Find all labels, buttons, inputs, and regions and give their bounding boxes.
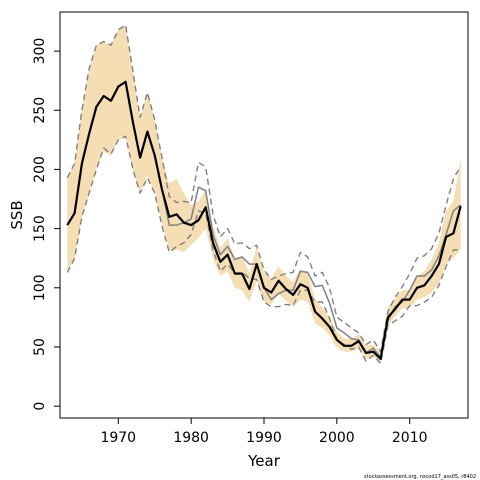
y-tick-label: 300: [32, 38, 48, 65]
y-tick-label: 0: [32, 402, 48, 411]
x-tick-label: 2010: [392, 430, 428, 446]
y-axis-title: SSB: [8, 200, 26, 229]
x-tick-label: 2000: [319, 430, 355, 446]
confidence-band-layer: [67, 25, 461, 364]
y-axis: 0 50 100 150 200 250 300: [32, 38, 60, 411]
y-tick-label: 250: [32, 97, 48, 124]
x-tick-label: 1980: [173, 430, 209, 446]
confidence-band: [67, 25, 461, 364]
alt-lower-bound-line: [66, 135, 461, 365]
x-axis: 1970 1980 1990 2000 2010: [100, 418, 428, 446]
ssb-estimate-line: [66, 80, 462, 360]
alt-upper-bound-line: [66, 24, 462, 353]
y-tick-label: 150: [32, 215, 48, 242]
source-footnote: stockassessment.org, nscod17_ass05, r840…: [364, 474, 476, 480]
series-lines-layer: [66, 24, 462, 365]
y-tick-label: 50: [32, 338, 48, 356]
y-tick-label: 200: [32, 156, 48, 183]
x-axis-title: Year: [247, 452, 281, 470]
x-tick-label: 1970: [100, 430, 136, 446]
x-tick-label: 1990: [246, 430, 282, 446]
y-tick-label: 100: [32, 274, 48, 301]
